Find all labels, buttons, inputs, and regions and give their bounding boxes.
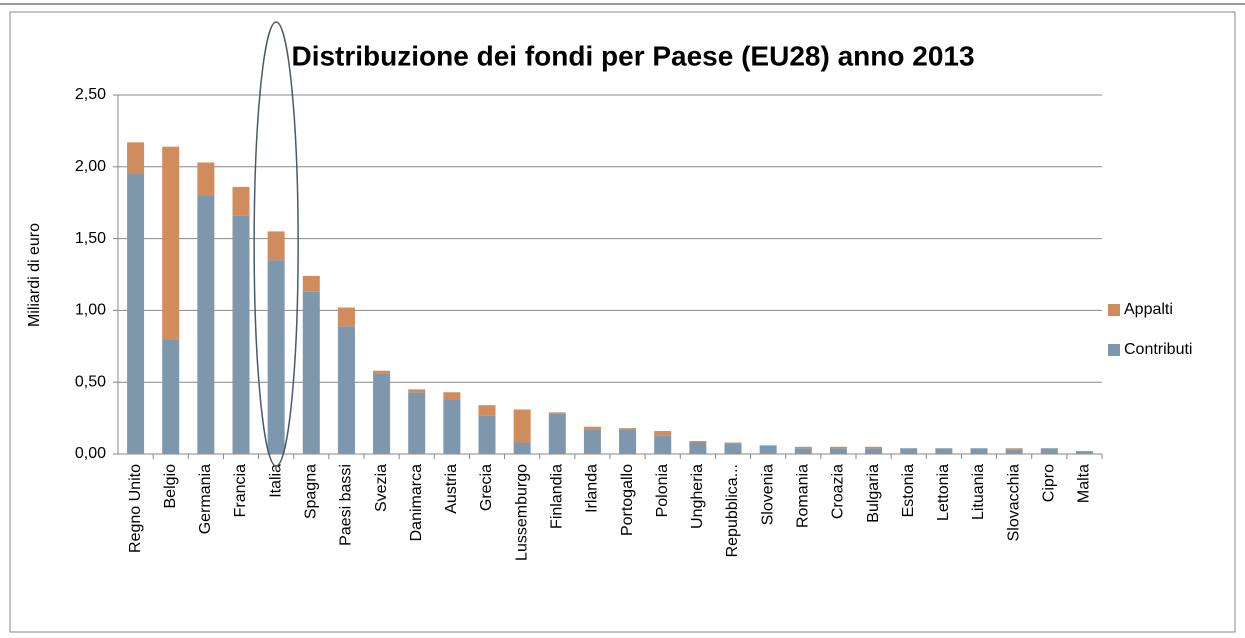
x-tick-label: Grecia (478, 464, 495, 511)
bar-segment (267, 231, 285, 261)
highlight-ellipse (253, 21, 299, 467)
bar-segment (513, 442, 531, 454)
chart-title: Distribuzione dei fondi per Paese (EU28)… (291, 40, 974, 71)
x-tick-label: Italia (267, 464, 284, 498)
bar-segment (794, 448, 812, 454)
bar-segment (408, 389, 426, 393)
x-tick-label: Spagna (303, 464, 320, 519)
bar-segment (794, 446, 812, 449)
bar-segment (232, 215, 250, 454)
bar-segment (302, 275, 320, 292)
bar-segment (829, 448, 847, 454)
x-tick-label: Svezia (373, 464, 390, 512)
bar-segment (724, 442, 742, 444)
bar-segment (619, 428, 637, 430)
bar-segment (654, 435, 672, 454)
bar-segment (373, 373, 391, 454)
x-tick-label: Cipro (1041, 464, 1058, 502)
bar-segment (443, 392, 461, 400)
bar-segment (162, 339, 180, 454)
y-tick-label: 1,50 (75, 230, 106, 247)
x-tick-label: Croazia (830, 464, 847, 519)
bar-segment (478, 405, 496, 416)
bar-segment (689, 442, 707, 454)
bar-segment (373, 370, 391, 374)
bar-segment (267, 260, 285, 454)
y-tick-label: 2,00 (75, 158, 106, 175)
y-axis-label: Miliardi di euro (26, 223, 43, 327)
legend-label: Appalti (1124, 301, 1173, 318)
bar-segment (935, 448, 953, 454)
bar-segment (619, 429, 637, 454)
legend-swatch (1108, 304, 1120, 316)
bar-segment (865, 448, 883, 454)
bar-segment (513, 409, 531, 443)
x-tick-label: Portogallo (619, 464, 636, 536)
bar-segment (127, 142, 145, 174)
x-tick-label: Repubblica... (724, 464, 741, 557)
x-tick-label: Paesi bassi (338, 464, 355, 546)
y-tick-label: 2,50 (75, 86, 106, 103)
bar-segment (162, 146, 180, 340)
bar-segment (1005, 449, 1023, 454)
bar-segment (337, 326, 355, 454)
x-tick-label: Irlanda (584, 464, 601, 513)
x-tick-label: Estonia (900, 464, 917, 517)
x-tick-label: Austria (443, 464, 460, 514)
bar-segment (759, 445, 777, 454)
x-tick-label: Francia (232, 464, 249, 517)
x-tick-label: Belgio (162, 464, 179, 509)
x-tick-label: Ungheria (689, 464, 706, 529)
y-tick-label: 0,00 (75, 445, 106, 462)
bar-segment (970, 448, 988, 454)
x-tick-label: Danimarca (408, 464, 425, 541)
bar-segment (408, 392, 426, 454)
x-tick-label: Lituania (970, 464, 987, 520)
bar-segment (337, 307, 355, 327)
x-tick-label: Regno Unito (127, 464, 144, 553)
bar-segment (232, 186, 250, 216)
bar-segment (724, 443, 742, 454)
x-tick-label: Lussemburgo (513, 464, 530, 561)
bar-segment (829, 446, 847, 449)
bar-segment (478, 415, 496, 454)
x-tick-label: Germania (197, 464, 214, 534)
x-tick-label: Bulgaria (865, 464, 882, 523)
y-tick-label: 0,50 (75, 373, 106, 390)
bar-segment (548, 413, 566, 454)
x-tick-label: Lettonia (935, 464, 952, 521)
bar-segment (197, 162, 215, 196)
bar-segment (443, 399, 461, 454)
bar-segment (1040, 448, 1058, 454)
bar-segment (548, 412, 566, 414)
y-tick-label: 1,00 (75, 302, 106, 319)
chart-frame (9, 11, 1236, 633)
bar-segment (583, 426, 601, 430)
bar-segment (865, 446, 883, 449)
bar-segment (302, 291, 320, 454)
x-tick-label: Malta (1076, 464, 1093, 503)
x-tick-label: Slovenia (759, 464, 776, 525)
bar-segment (689, 441, 707, 443)
bar-segment (197, 195, 215, 454)
bar-segment (583, 429, 601, 454)
x-tick-label: Finlandia (549, 464, 566, 529)
bar-segment (127, 173, 145, 455)
bar-segment (654, 431, 672, 436)
bar-segment (1075, 451, 1093, 454)
x-tick-label: Romania (795, 464, 812, 528)
legend-label: Contributi (1124, 341, 1192, 358)
bar-segment (1005, 448, 1023, 450)
x-tick-label: Polonia (654, 464, 671, 517)
x-tick-label: Slovacchia (1005, 464, 1022, 541)
bar-segment (900, 448, 918, 454)
legend-swatch (1108, 344, 1120, 356)
